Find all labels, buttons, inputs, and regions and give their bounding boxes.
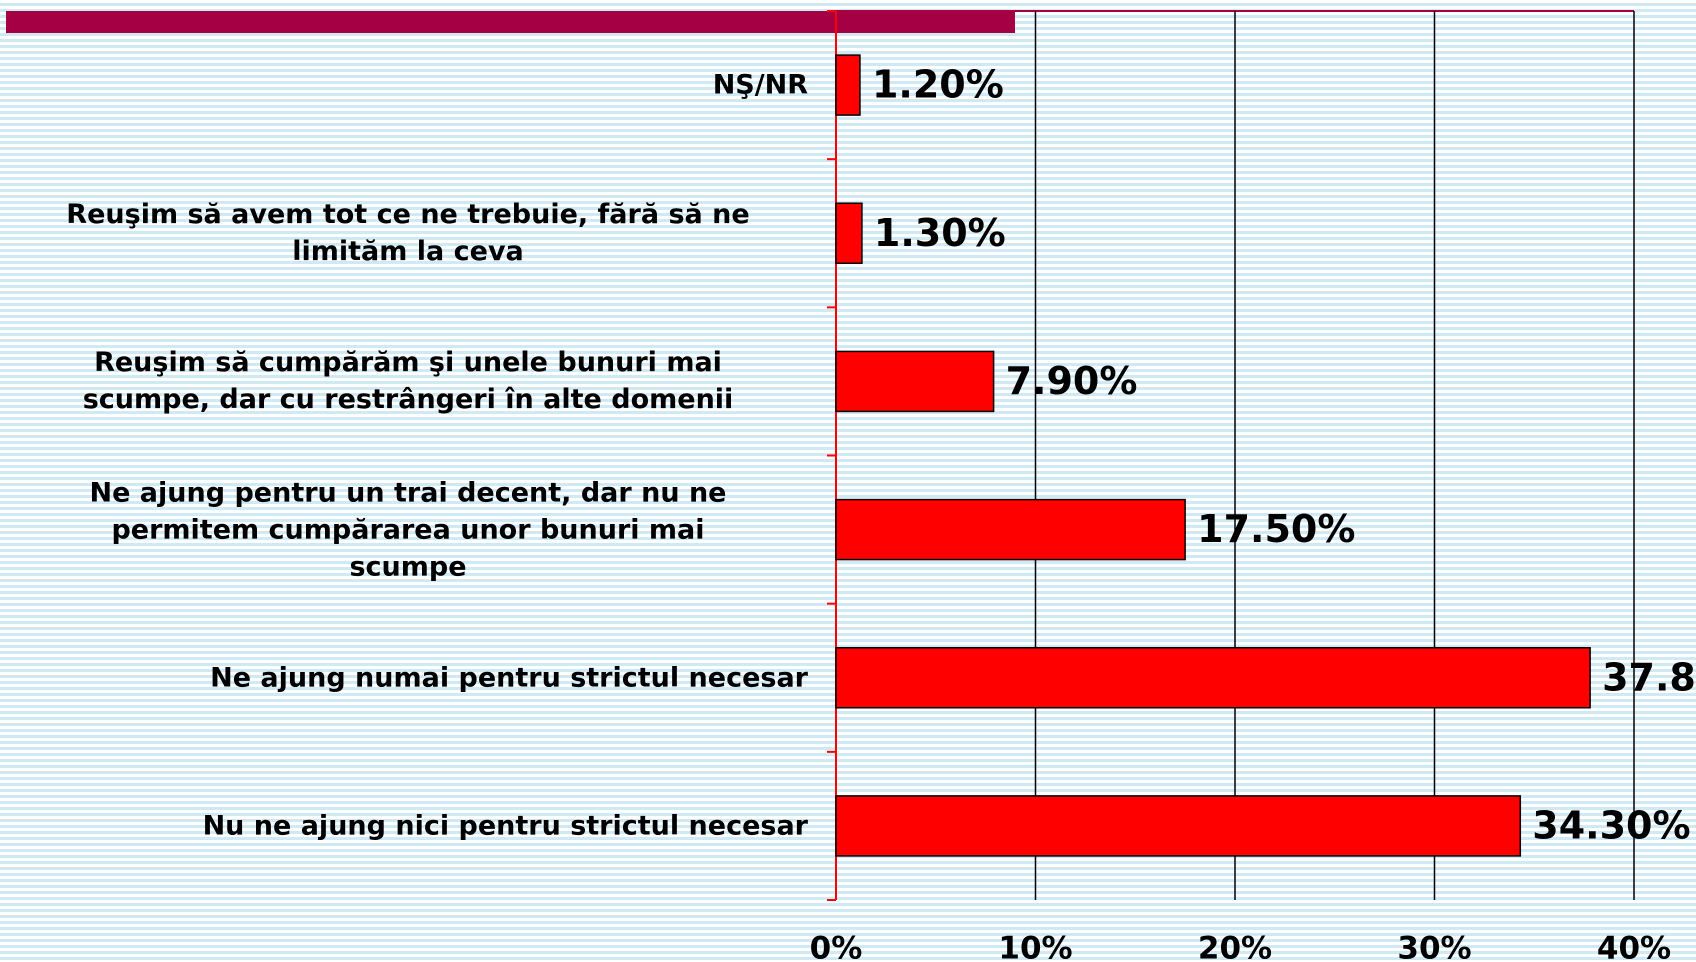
value-label: 17.50% bbox=[1197, 507, 1355, 551]
category-label: Reuşim să avem tot ce ne trebuie, fără s… bbox=[66, 199, 750, 268]
bar bbox=[835, 498, 1186, 561]
value-label: 37.80% bbox=[1602, 655, 1696, 699]
bar bbox=[835, 54, 861, 116]
category-label: Ne ajung pentru un trai decent, dar nu n… bbox=[89, 477, 727, 583]
value-label: 1.20% bbox=[872, 63, 1004, 107]
bar bbox=[835, 795, 1522, 857]
category-label: NŞ/NR bbox=[712, 69, 808, 101]
category-label: Reuşim să cumpărăm şi unele bunuri mai s… bbox=[82, 347, 734, 416]
x-tick-label: 30% bbox=[1397, 931, 1471, 962]
bar bbox=[835, 350, 995, 413]
bar bbox=[835, 202, 863, 264]
value-label: 7.90% bbox=[1006, 359, 1138, 403]
header-bar bbox=[6, 11, 1015, 33]
value-label: 1.30% bbox=[874, 211, 1006, 255]
x-tick-label: 20% bbox=[1198, 931, 1272, 962]
x-tick-label: 0% bbox=[810, 931, 863, 962]
x-tick-label: 10% bbox=[998, 931, 1072, 962]
bar bbox=[835, 647, 1591, 709]
category-label: Ne ajung numai pentru strictul necesar bbox=[210, 662, 808, 694]
value-label: 34.30% bbox=[1532, 803, 1690, 847]
category-label: Nu ne ajung nici pentru strictul necesar bbox=[202, 810, 808, 842]
x-tick-label: 40% bbox=[1597, 931, 1671, 962]
